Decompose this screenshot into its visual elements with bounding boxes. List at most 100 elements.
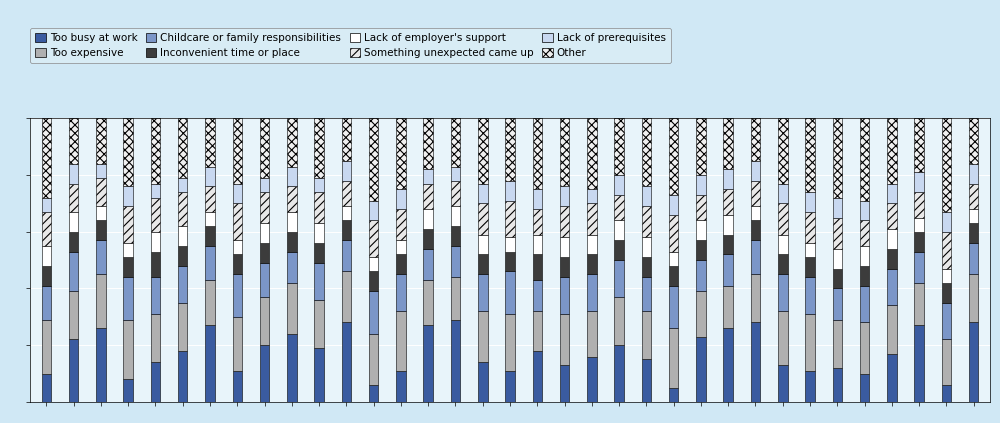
- Bar: [669, 252, 678, 266]
- Bar: [887, 269, 897, 305]
- Bar: [69, 118, 78, 164]
- Bar: [587, 118, 597, 190]
- Bar: [532, 209, 542, 235]
- Bar: [969, 223, 978, 243]
- Bar: [232, 240, 242, 255]
- Bar: [96, 240, 106, 275]
- Bar: [942, 118, 951, 212]
- Bar: [505, 272, 515, 314]
- Bar: [396, 118, 406, 190]
- Bar: [151, 118, 160, 184]
- Bar: [205, 325, 215, 402]
- Bar: [505, 237, 515, 252]
- Bar: [287, 118, 297, 167]
- Bar: [178, 192, 187, 226]
- Bar: [723, 170, 733, 190]
- Bar: [560, 206, 569, 237]
- Bar: [287, 232, 297, 252]
- Bar: [232, 118, 242, 184]
- Bar: [96, 220, 106, 240]
- Bar: [669, 286, 678, 328]
- Bar: [778, 255, 788, 275]
- Bar: [805, 192, 815, 212]
- Bar: [805, 277, 815, 314]
- Bar: [642, 311, 651, 359]
- Bar: [505, 371, 515, 402]
- Bar: [887, 249, 897, 269]
- Bar: [560, 277, 569, 314]
- Bar: [860, 266, 869, 286]
- Bar: [669, 328, 678, 387]
- Bar: [914, 283, 924, 325]
- Bar: [205, 187, 215, 212]
- Bar: [723, 215, 733, 235]
- Bar: [314, 178, 324, 192]
- Bar: [96, 206, 106, 220]
- Bar: [532, 255, 542, 280]
- Bar: [260, 178, 269, 192]
- Bar: [314, 223, 324, 243]
- Bar: [287, 334, 297, 402]
- Bar: [505, 201, 515, 237]
- Bar: [178, 178, 187, 192]
- Bar: [123, 187, 133, 206]
- Bar: [69, 212, 78, 232]
- Bar: [832, 320, 842, 368]
- Bar: [505, 181, 515, 201]
- Bar: [887, 184, 897, 203]
- Bar: [232, 317, 242, 371]
- Bar: [860, 118, 869, 201]
- Bar: [778, 311, 788, 365]
- Bar: [369, 272, 378, 291]
- Bar: [423, 325, 433, 402]
- Bar: [423, 170, 433, 184]
- Bar: [942, 212, 951, 232]
- Bar: [314, 192, 324, 223]
- Bar: [69, 252, 78, 291]
- Bar: [205, 212, 215, 226]
- Bar: [451, 181, 460, 206]
- Bar: [342, 272, 351, 322]
- Bar: [205, 118, 215, 167]
- Bar: [287, 187, 297, 212]
- Bar: [832, 118, 842, 198]
- Bar: [914, 252, 924, 283]
- Bar: [805, 257, 815, 277]
- Bar: [723, 328, 733, 402]
- Bar: [151, 277, 160, 314]
- Bar: [260, 118, 269, 178]
- Bar: [587, 311, 597, 357]
- Bar: [832, 249, 842, 269]
- Bar: [396, 311, 406, 371]
- Bar: [396, 371, 406, 402]
- Bar: [69, 184, 78, 212]
- Bar: [587, 235, 597, 255]
- Bar: [969, 275, 978, 322]
- Bar: [914, 172, 924, 192]
- Bar: [614, 240, 624, 260]
- Bar: [123, 320, 133, 379]
- Bar: [642, 237, 651, 257]
- Bar: [723, 190, 733, 215]
- Bar: [832, 218, 842, 249]
- Bar: [642, 118, 651, 187]
- Bar: [696, 291, 706, 337]
- Bar: [232, 275, 242, 317]
- Bar: [42, 118, 51, 198]
- Bar: [151, 314, 160, 362]
- Bar: [287, 167, 297, 187]
- Bar: [778, 118, 788, 184]
- Bar: [751, 181, 760, 206]
- Bar: [723, 118, 733, 170]
- Bar: [178, 303, 187, 351]
- Bar: [505, 252, 515, 272]
- Bar: [423, 184, 433, 209]
- Bar: [478, 255, 488, 275]
- Bar: [423, 249, 433, 280]
- Bar: [778, 203, 788, 235]
- Bar: [314, 243, 324, 263]
- Bar: [560, 365, 569, 402]
- Bar: [832, 288, 842, 320]
- Bar: [342, 161, 351, 181]
- Bar: [778, 235, 788, 255]
